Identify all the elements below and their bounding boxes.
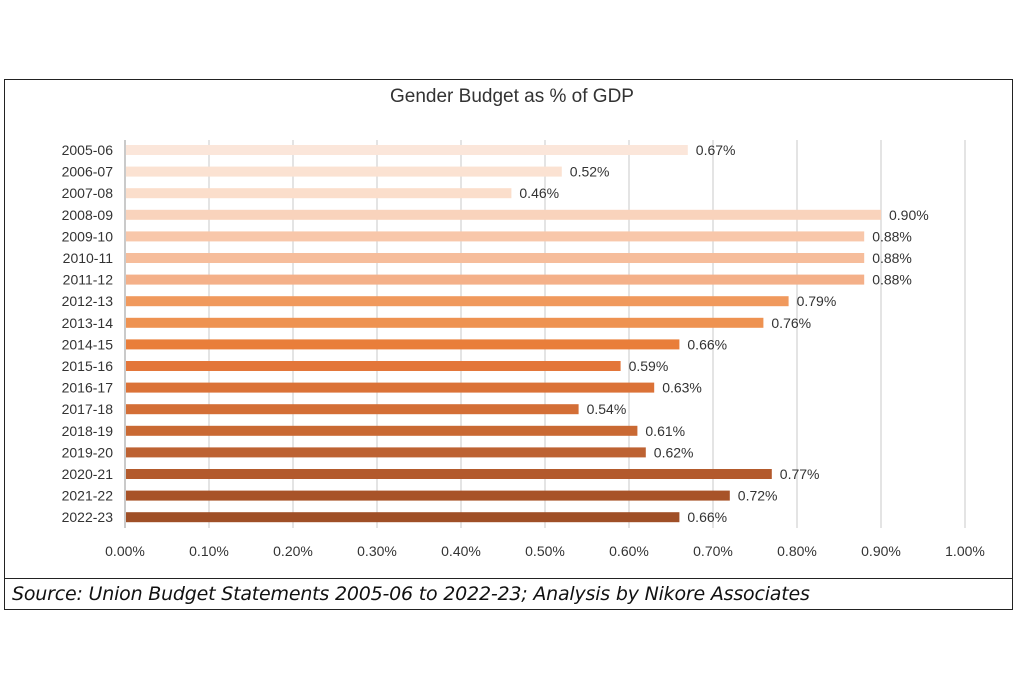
category-label: 2021-22 <box>62 488 114 504</box>
category-label: 2008-09 <box>62 207 114 223</box>
bar <box>126 296 789 307</box>
category-label: 2013-14 <box>62 315 114 331</box>
category-label: 2006-07 <box>62 164 114 180</box>
value-label: 0.52% <box>570 164 610 180</box>
category-labels: 2005-06 2006-07 2007-08 2008-09 2009-10 2010-… <box>62 142 114 525</box>
category-label: 2020-21 <box>62 466 114 482</box>
bar <box>126 361 621 371</box>
bars <box>126 145 881 523</box>
value-label: 0.88% <box>872 228 912 244</box>
value-label: 0.61% <box>645 423 685 439</box>
bar <box>126 317 764 328</box>
category-label: 2011-12 <box>63 272 114 288</box>
category-label: 2017-18 <box>62 401 114 417</box>
bar-chart: 2005-06 2006-07 2007-08 2008-09 2009-10 2010-… <box>62 140 985 559</box>
x-tick-label: 0.10% <box>189 543 229 559</box>
value-label: 0.88% <box>872 272 912 288</box>
category-label: 2005-06 <box>62 142 114 158</box>
value-label: 0.62% <box>654 444 694 460</box>
x-tick-label: 1.00% <box>945 543 985 559</box>
category-label: 2022-23 <box>62 509 114 525</box>
bar <box>126 469 772 479</box>
value-label: 0.59% <box>629 358 669 374</box>
value-label: 0.46% <box>519 185 559 201</box>
value-label: 0.90% <box>889 207 929 223</box>
x-tick-label: 0.80% <box>777 543 817 559</box>
value-label: 0.66% <box>687 509 727 525</box>
bar <box>126 447 646 458</box>
value-labels: 0.67% 0.52% 0.46% 0.90% 0.88% 0.88% 0.88% 0.79%… <box>519 142 928 525</box>
value-label: 0.67% <box>696 142 736 158</box>
bar <box>126 166 562 177</box>
category-label: 2007-08 <box>62 185 114 201</box>
bar <box>126 490 730 501</box>
bar <box>126 145 688 155</box>
category-label: 2010-11 <box>63 250 114 266</box>
value-label: 0.76% <box>771 315 811 331</box>
value-label: 0.88% <box>872 250 912 266</box>
category-label: 2014-15 <box>62 336 114 352</box>
x-tick-label: 0.20% <box>273 543 313 559</box>
value-label: 0.54% <box>587 401 627 417</box>
bar <box>126 382 655 393</box>
gridlines <box>124 140 966 528</box>
bar <box>126 253 865 263</box>
value-label: 0.79% <box>797 293 837 309</box>
x-tick-labels: 0.00% 0.10% 0.20% 0.30% 0.40% 0.50% 0.60% 0.70%… <box>105 543 985 559</box>
value-label: 0.72% <box>738 488 778 504</box>
source-divider <box>4 578 1013 579</box>
bar <box>126 188 512 199</box>
x-tick-label: 0.60% <box>609 543 649 559</box>
x-tick-label: 0.00% <box>105 543 145 559</box>
bar <box>126 339 680 350</box>
x-tick-label: 0.70% <box>693 543 733 559</box>
x-tick-label: 0.30% <box>357 543 397 559</box>
bar <box>126 404 579 415</box>
x-tick-label: 0.50% <box>525 543 565 559</box>
bar <box>126 209 881 220</box>
category-label: 2012-13 <box>62 293 114 309</box>
category-label: 2019-20 <box>62 444 114 460</box>
value-label: 0.63% <box>662 380 702 396</box>
category-label: 2018-19 <box>62 423 114 439</box>
category-label: 2009-10 <box>62 228 114 244</box>
x-tick-label: 0.90% <box>861 543 901 559</box>
category-label: 2015-16 <box>62 358 114 374</box>
bar <box>126 274 865 285</box>
bar <box>126 425 638 436</box>
chart-title: Gender Budget as % of GDP <box>390 86 634 107</box>
value-label: 0.77% <box>780 466 820 482</box>
value-label: 0.66% <box>687 336 727 352</box>
bar <box>126 231 865 242</box>
x-tick-label: 0.40% <box>441 543 481 559</box>
category-label: 2016-17 <box>62 380 114 396</box>
chart-frame <box>4 79 1013 610</box>
bar <box>126 512 680 523</box>
source-note: Source: Union Budget Statements 2005-06 … <box>12 583 810 605</box>
